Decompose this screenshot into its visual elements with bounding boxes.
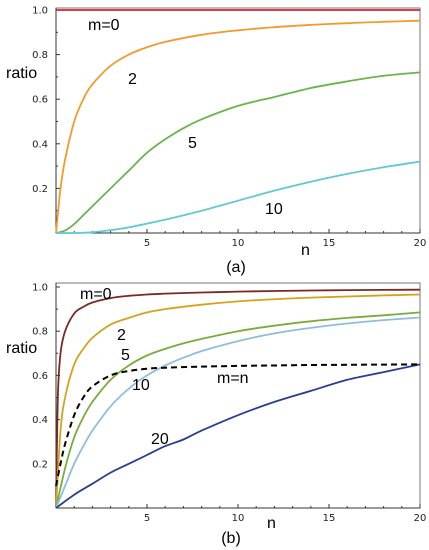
x-axis-label: n [267,515,276,532]
curve-label: m=n [217,370,249,387]
y-tick-label: 0.8 [32,327,48,338]
y-tick-label: 0.4 [32,139,48,150]
series-line-5 [55,311,421,509]
curve-label: 5 [188,135,197,152]
curve-label: 2 [128,71,137,88]
x-tick-label: 10 [232,513,245,524]
panel-label: (a) [226,259,246,276]
series-line-20 [55,363,421,509]
curve-label: m=0 [88,17,120,34]
y-tick-label: 0.4 [32,415,48,426]
x-tick-label: 10 [232,238,245,249]
x-axis-label: n [301,242,310,259]
x-tick-label: 15 [323,238,336,249]
series-line-m0 [55,288,421,509]
panel-a: 0.2 0.4 0.6 0.8 1.0 5 10 15 20 m=0 2 5 10 ratio n (a) [6,6,426,277]
series-line-2 [55,19,421,234]
y-axis-label: ratio [6,65,37,82]
series-line-5 [55,71,421,234]
curve-label: 20 [151,431,169,448]
x-tick-label: 15 [323,513,336,524]
series-line-10 [55,160,421,234]
series-line-2 [55,293,421,509]
series-line-mn [55,363,421,487]
y-tick-label: 0.6 [32,95,48,106]
y-tick-label: 1.0 [32,283,48,294]
y-axis-label: ratio [6,340,37,357]
x-tick-label: 20 [414,238,427,249]
y-tick-label: 0.2 [32,459,48,470]
x-tick-label: 5 [144,238,150,249]
y-tick-label: 1.0 [32,6,48,17]
x-tick-label: 5 [144,513,150,524]
plot-frame [55,7,421,234]
y-tick-label: 0.6 [32,371,48,382]
curve-label: m=0 [80,286,112,303]
curve-label: 5 [121,347,130,364]
curve-label: 10 [132,377,150,394]
x-tick-label: 20 [414,513,427,524]
series-line-10 [55,316,421,509]
y-tick-label: 0.8 [32,50,48,61]
y-tick-label: 0.2 [32,184,48,195]
curve-label: 2 [117,327,126,344]
curve-label: 10 [265,201,283,218]
panel-label: (b) [221,530,241,547]
